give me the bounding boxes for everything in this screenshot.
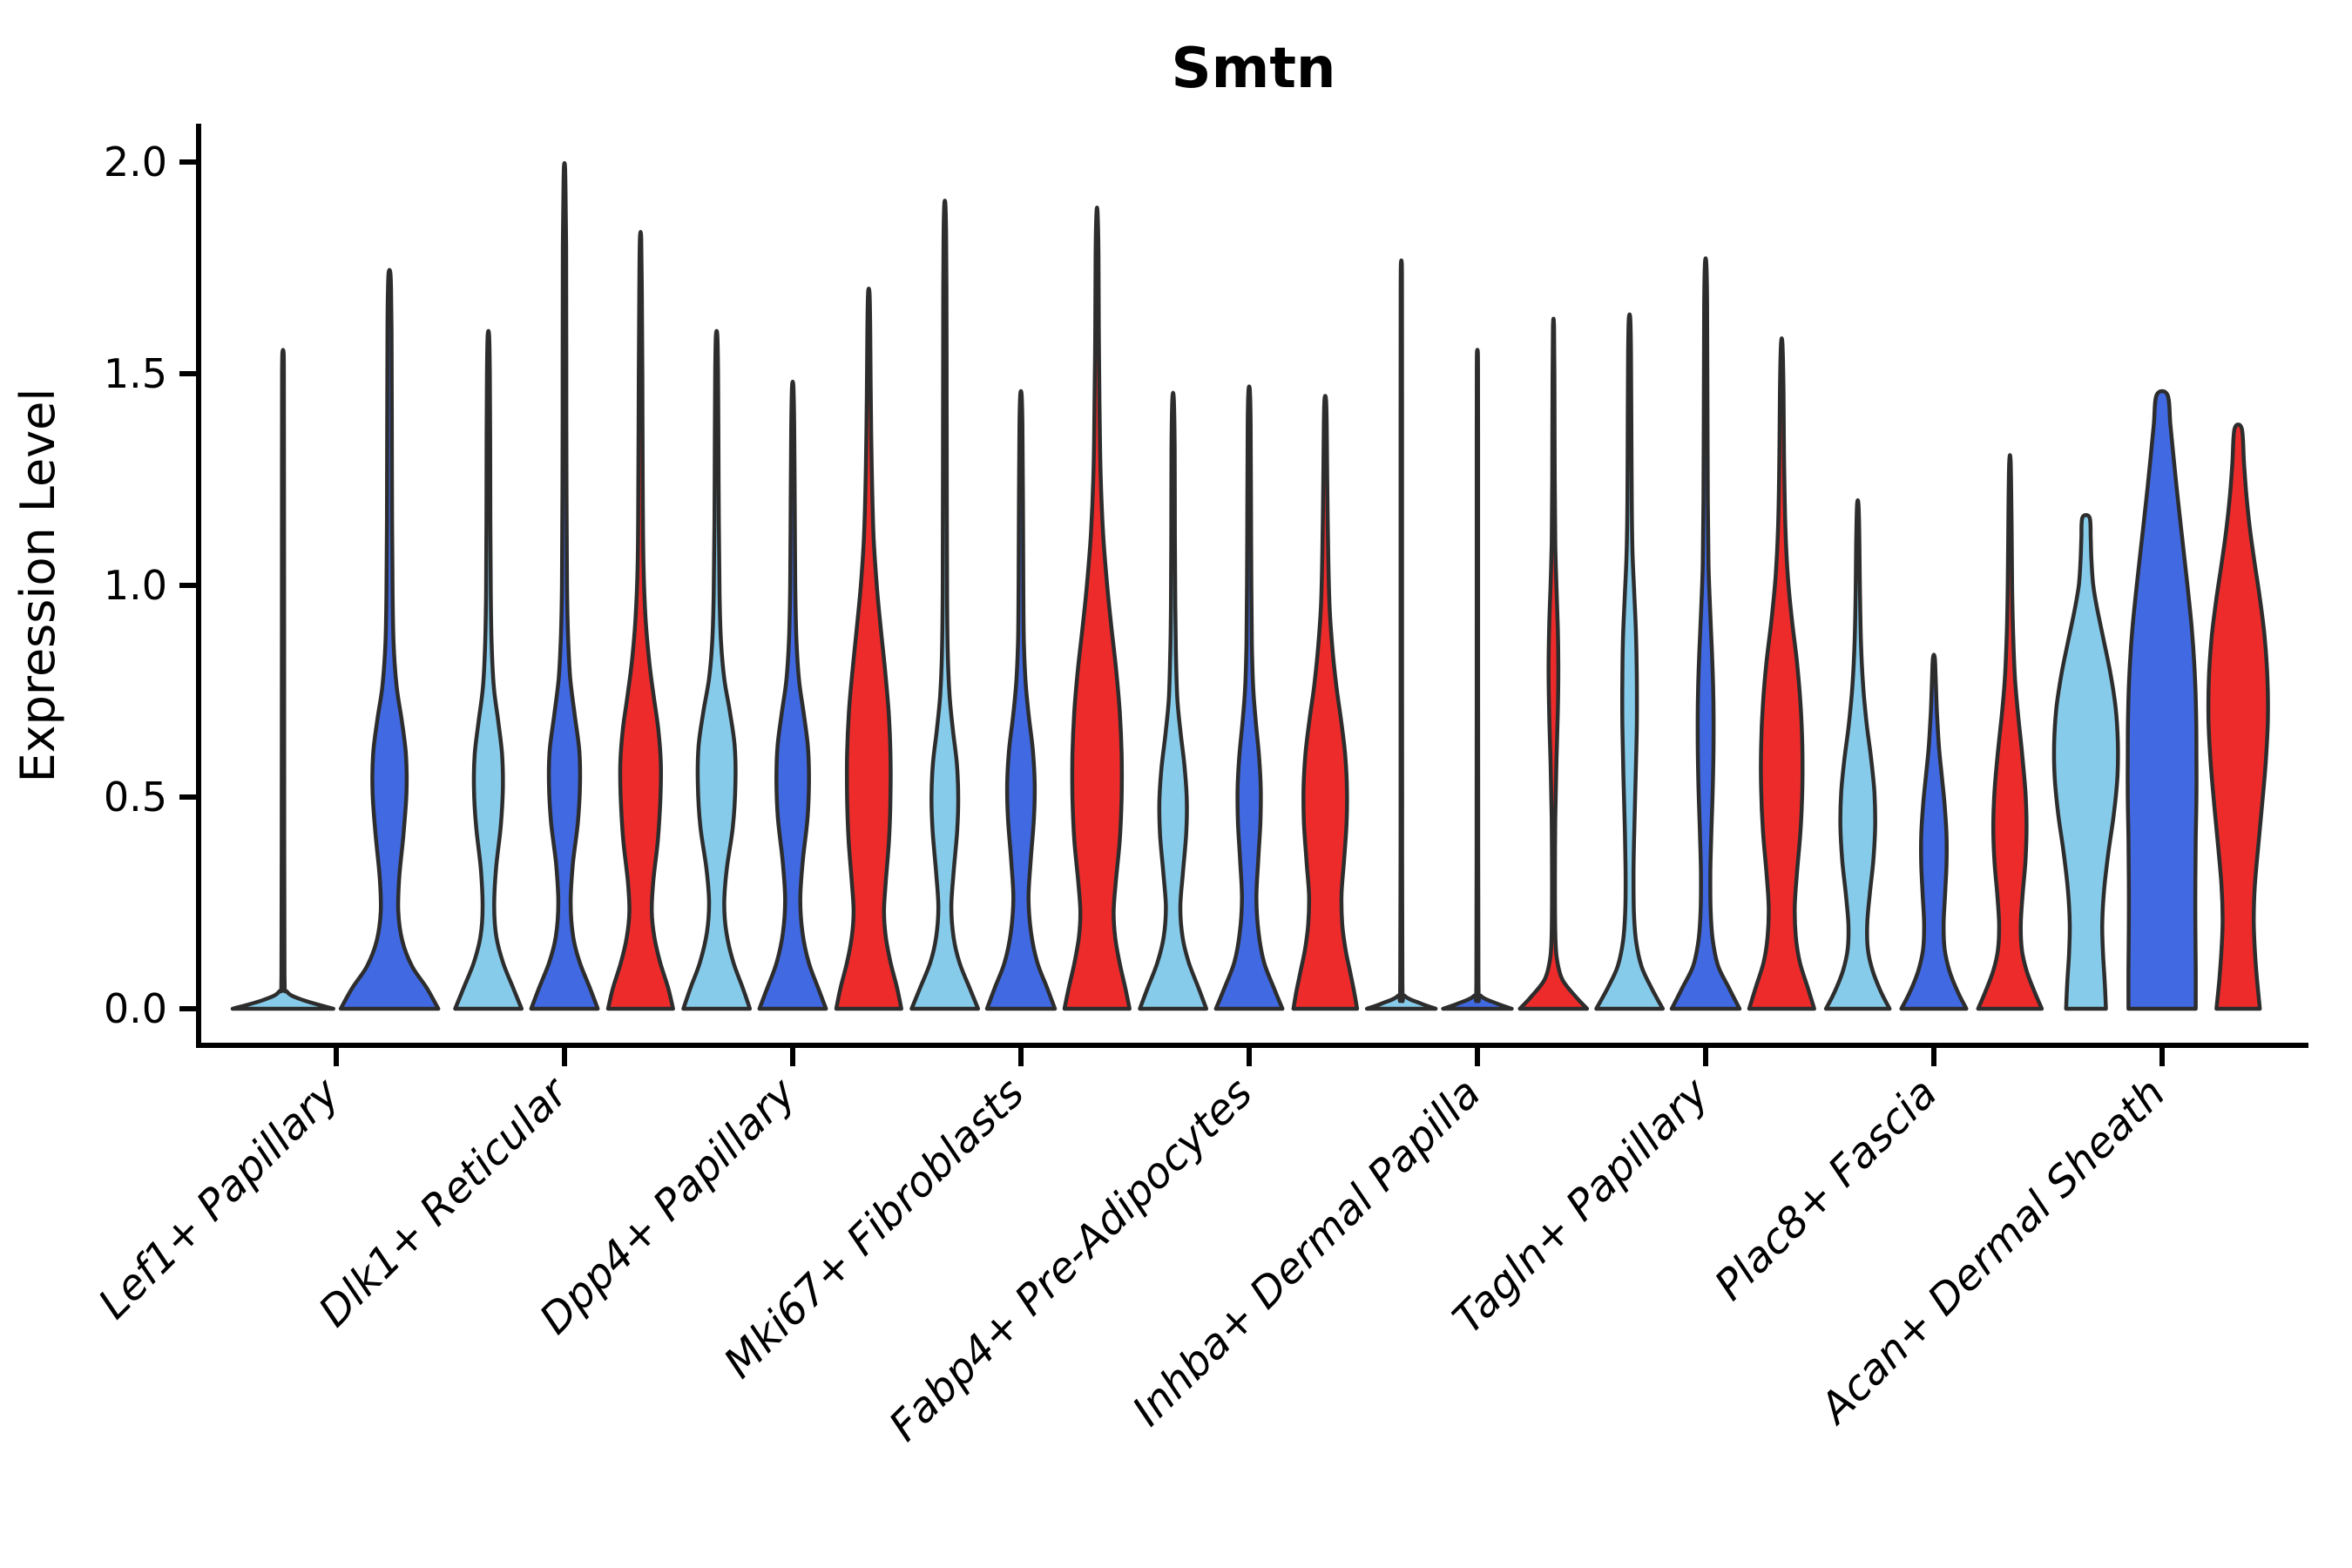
y-tick-label: 0.0 [104, 985, 167, 1032]
violin-6-red [1517, 316, 1590, 1011]
violin-1-light_blue [230, 348, 335, 1011]
violin-2-blue [529, 160, 600, 1011]
y-tick-label: 2.0 [104, 139, 167, 186]
x-tick-label: Lef1+ Papillary [89, 1068, 349, 1328]
violin-4-light_blue [909, 199, 981, 1011]
violin-7-blue [1669, 256, 1742, 1011]
violin-2-red [605, 229, 675, 1011]
violin-8-light_blue [1823, 497, 1892, 1011]
violin-1-blue [338, 267, 441, 1011]
x-tick-label: Plac8+ Fascia [1706, 1069, 1947, 1310]
violin-5-red [1291, 394, 1360, 1011]
violin-4-blue [984, 389, 1058, 1011]
violin-6-blue [1441, 348, 1514, 1011]
violin-9-blue [2126, 389, 2199, 1011]
violin-5-blue [1213, 384, 1285, 1011]
y-axis-label: Expression Level [10, 389, 65, 783]
violin-8-red [1976, 453, 2044, 1011]
violin-6-light_blue [1364, 258, 1438, 1011]
violin-9-red [2206, 422, 2270, 1011]
y-tick-label: 1.5 [104, 350, 167, 397]
violin-9-light_blue [2051, 512, 2120, 1011]
violin-4-red [1062, 205, 1132, 1011]
violin-5-light_blue [1138, 390, 1209, 1011]
violin-7-light_blue [1594, 312, 1666, 1011]
y-tick-label: 1.0 [104, 562, 167, 609]
violin-3-light_blue [681, 328, 753, 1011]
chart-title: Smtn [1172, 37, 1336, 101]
violin-8-blue [1899, 652, 1969, 1011]
y-tick-label: 0.5 [104, 774, 167, 821]
violin-7-red [1747, 336, 1816, 1011]
violin-3-red [834, 286, 903, 1011]
violin-2-light_blue [453, 328, 524, 1011]
violin-3-blue [757, 379, 828, 1011]
x-tick-label: Dlk1+ Reticular [309, 1067, 579, 1337]
x-tick-label: Fabp4+ Pre-Adipocytes [880, 1069, 1262, 1451]
x-tick-label: Tagln+ Papillary [1443, 1068, 1719, 1343]
